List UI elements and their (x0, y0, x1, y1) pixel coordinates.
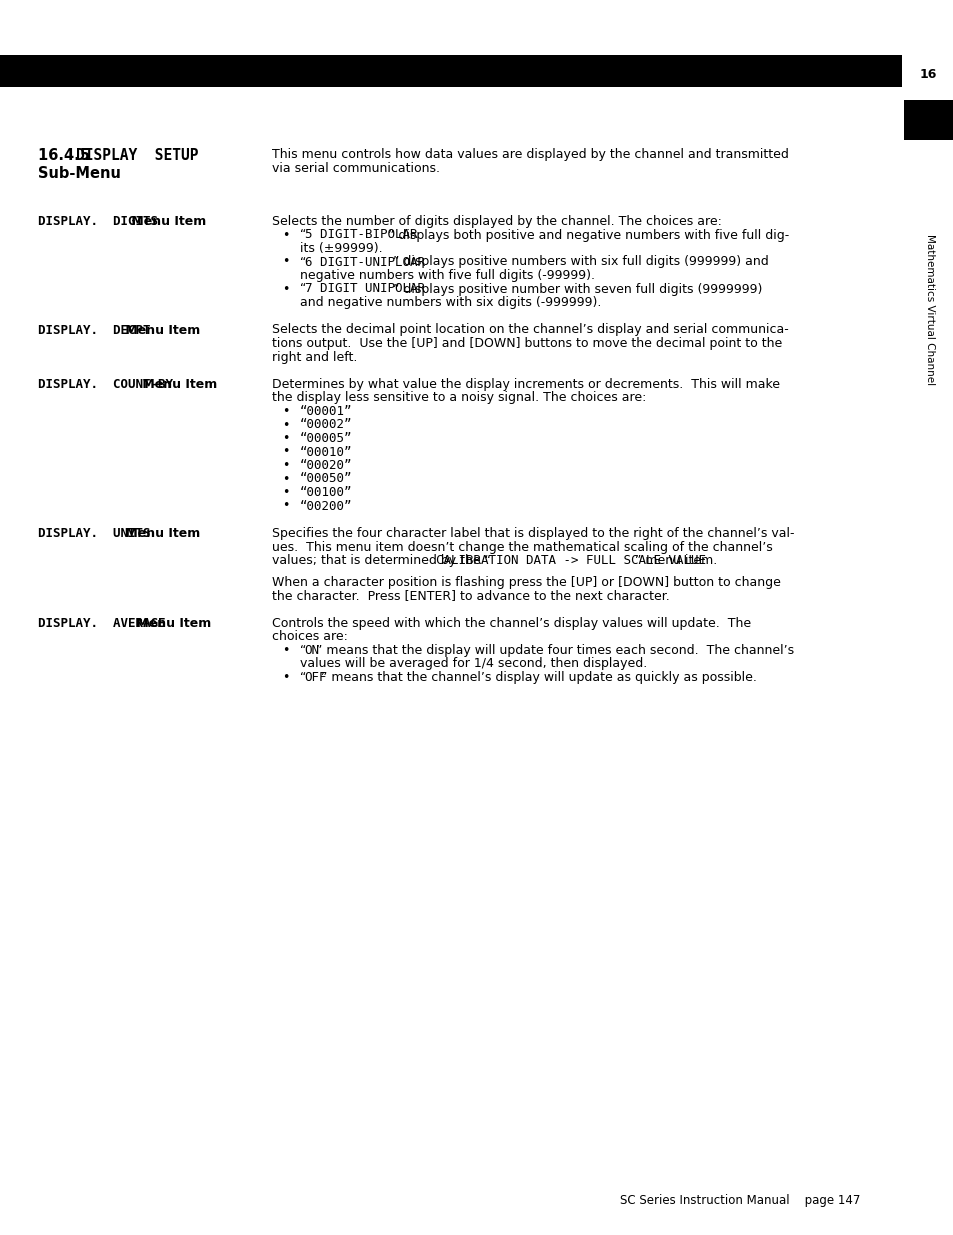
Text: Menu Item: Menu Item (121, 324, 200, 336)
Text: Selects the number of digits displayed by the channel. The choices are:: Selects the number of digits displayed b… (272, 215, 721, 228)
Text: •: • (282, 487, 289, 499)
Text: •: • (282, 671, 289, 684)
Text: “00020”: “00020” (299, 459, 352, 472)
Text: When a character position is flashing press the [UP] or [DOWN] button to change: When a character position is flashing pr… (272, 576, 781, 589)
Text: DISPLAY.  AVERAGE: DISPLAY. AVERAGE (38, 616, 165, 630)
Text: ” displays positive number with seven full digits (9999999): ” displays positive number with seven fu… (393, 283, 761, 295)
Text: “00200”: “00200” (299, 499, 352, 513)
Text: Mathematics Virtual Channel: Mathematics Virtual Channel (924, 235, 934, 385)
Text: values; that is determined by the “: values; that is determined by the “ (272, 555, 491, 567)
Text: ” means that the channel’s display will update as quickly as possible.: ” means that the channel’s display will … (321, 671, 757, 684)
Text: 6 DIGIT-UNIPLOAR: 6 DIGIT-UNIPLOAR (304, 256, 424, 268)
Text: “: “ (299, 671, 306, 684)
Text: Controls the speed with which the channel’s display values will update.  The: Controls the speed with which the channe… (272, 616, 750, 630)
Text: negative numbers with five full digits (-99999).: negative numbers with five full digits (… (299, 269, 595, 282)
Text: •: • (282, 419, 289, 431)
Text: SC Series Instruction Manual    page 147: SC Series Instruction Manual page 147 (619, 1194, 860, 1207)
Text: •: • (282, 256, 289, 268)
Text: DISPLAY.  COUNT-BY: DISPLAY. COUNT-BY (38, 378, 172, 391)
Text: ” displays positive numbers with six full digits (999999) and: ” displays positive numbers with six ful… (393, 256, 768, 268)
Text: CALIBRATION DATA -> FULL SCALE VALUE: CALIBRATION DATA -> FULL SCALE VALUE (436, 555, 705, 567)
Text: Sub-Menu: Sub-Menu (38, 165, 121, 182)
Text: •: • (282, 228, 289, 242)
Text: Menu Item: Menu Item (127, 215, 206, 228)
Text: •: • (282, 643, 289, 657)
Text: •: • (282, 473, 289, 485)
Text: ” menu item.: ” menu item. (635, 555, 717, 567)
Bar (903, 100, 953, 140)
Text: “00002”: “00002” (299, 419, 352, 431)
Text: •: • (282, 459, 289, 472)
Text: Menu Item: Menu Item (137, 378, 216, 391)
Text: values will be averaged for 1/4 second, then displayed.: values will be averaged for 1/4 second, … (299, 657, 646, 671)
Text: ON: ON (304, 643, 319, 657)
Text: “00001”: “00001” (299, 405, 352, 417)
Text: right and left.: right and left. (272, 351, 357, 363)
Text: its (±99999).: its (±99999). (299, 242, 382, 254)
Text: DISPLAY.  UNITS: DISPLAY. UNITS (38, 527, 151, 540)
Text: •: • (282, 446, 289, 458)
Text: via serial communications.: via serial communications. (272, 162, 439, 174)
Text: tions output.  Use the [UP] and [DOWN] buttons to move the decimal point to the: tions output. Use the [UP] and [DOWN] bu… (272, 337, 781, 350)
Text: “: “ (299, 643, 306, 657)
Text: ” displays both positive and negative numbers with five full dig-: ” displays both positive and negative nu… (387, 228, 788, 242)
Text: ues.  This menu item doesn’t change the mathematical scaling of the channel’s: ues. This menu item doesn’t change the m… (272, 541, 772, 553)
Text: “00050”: “00050” (299, 473, 352, 485)
Text: “00005”: “00005” (299, 432, 352, 445)
Text: Menu Item: Menu Item (121, 527, 200, 540)
Text: DISPLAY  SETUP: DISPLAY SETUP (76, 148, 198, 163)
Bar (0, 56, 901, 86)
Text: 16.4.5: 16.4.5 (38, 148, 95, 163)
Text: Menu Item: Menu Item (132, 616, 212, 630)
Text: Selects the decimal point location on the channel’s display and serial communica: Selects the decimal point location on th… (272, 324, 788, 336)
Text: 16: 16 (919, 68, 936, 82)
Text: •: • (282, 499, 289, 513)
Text: Specifies the four character label that is displayed to the right of the channel: Specifies the four character label that … (272, 527, 794, 540)
Text: •: • (282, 283, 289, 295)
Text: DISPLAY.  DECPT: DISPLAY. DECPT (38, 324, 151, 336)
Text: “: “ (299, 283, 306, 295)
Text: the character.  Press [ENTER] to advance to the next character.: the character. Press [ENTER] to advance … (272, 589, 669, 603)
Text: “: “ (299, 228, 306, 242)
Text: 5 DIGIT-BIPOLAR: 5 DIGIT-BIPOLAR (304, 228, 416, 242)
Text: choices are:: choices are: (272, 630, 348, 643)
Text: 7 DIGIT UNIPOLAR: 7 DIGIT UNIPOLAR (304, 283, 424, 295)
Text: •: • (282, 432, 289, 445)
Text: “: “ (299, 256, 306, 268)
Text: Determines by what value the display increments or decrements.  This will make: Determines by what value the display inc… (272, 378, 780, 391)
Text: OFF: OFF (304, 671, 327, 684)
Text: ” means that the display will update four times each second.  The channel’s: ” means that the display will update fou… (315, 643, 793, 657)
Text: “00010”: “00010” (299, 446, 352, 458)
Text: and negative numbers with six digits (-999999).: and negative numbers with six digits (-9… (299, 296, 600, 309)
Text: This menu controls how data values are displayed by the channel and transmitted: This menu controls how data values are d… (272, 148, 788, 161)
Text: the display less sensitive to a noisy signal. The choices are:: the display less sensitive to a noisy si… (272, 391, 646, 405)
Text: “00100”: “00100” (299, 487, 352, 499)
Text: DISPLAY.  DIGITS: DISPLAY. DIGITS (38, 215, 158, 228)
Text: •: • (282, 405, 289, 417)
